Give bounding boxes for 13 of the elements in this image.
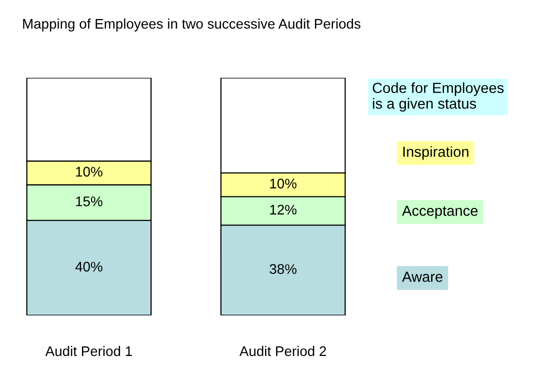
text: Aware (402, 272, 442, 282)
data-label: 10% (76, 166, 102, 177)
x-tick-label: Audit Period 1 (45, 346, 132, 356)
x-tick-label: Audit Period 2 (239, 346, 326, 356)
text: Acceptance (402, 206, 478, 219)
chart-title: Mapping of Employees in two successive Audit Periods (23, 18, 360, 32)
text: Inspiration (403, 146, 468, 160)
legend-title: Code for Employees is a given status (372, 82, 504, 112)
data-label: 38% (270, 264, 296, 274)
data-label: 15% (76, 196, 102, 206)
data-label: 10% (270, 178, 296, 188)
data-label: 40% (75, 262, 102, 272)
data-label: 12% (270, 204, 296, 215)
